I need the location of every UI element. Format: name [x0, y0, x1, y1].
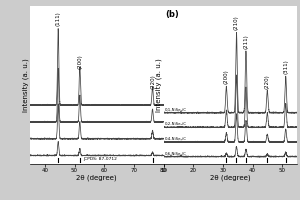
Text: (220): (220) [265, 74, 270, 89]
Y-axis label: Intensity (a. u.): Intensity (a. u.) [156, 58, 162, 112]
Text: (220): (220) [150, 74, 155, 89]
Text: 0.1-NiSe₂/C: 0.1-NiSe₂/C [164, 108, 186, 112]
Text: (211): (211) [244, 34, 248, 49]
Text: 0.4-NiSe₂/C: 0.4-NiSe₂/C [164, 137, 186, 141]
Text: (210): (210) [234, 15, 239, 30]
Text: (200): (200) [77, 55, 82, 69]
Text: (b): (b) [165, 10, 179, 19]
Text: (111): (111) [56, 11, 61, 26]
Text: JCPDS: 87-0712: JCPDS: 87-0712 [83, 157, 117, 161]
Text: (200): (200) [224, 70, 229, 84]
Text: (311): (311) [283, 59, 288, 74]
Y-axis label: Intensity (a. u.): Intensity (a. u.) [22, 58, 28, 112]
Text: 0.6-NiSe₂/C: 0.6-NiSe₂/C [164, 152, 186, 156]
X-axis label: 2θ (degree): 2θ (degree) [76, 175, 117, 181]
X-axis label: 2θ (degree): 2θ (degree) [210, 175, 250, 181]
Text: 0.2-NiSe₂/C: 0.2-NiSe₂/C [164, 122, 186, 126]
